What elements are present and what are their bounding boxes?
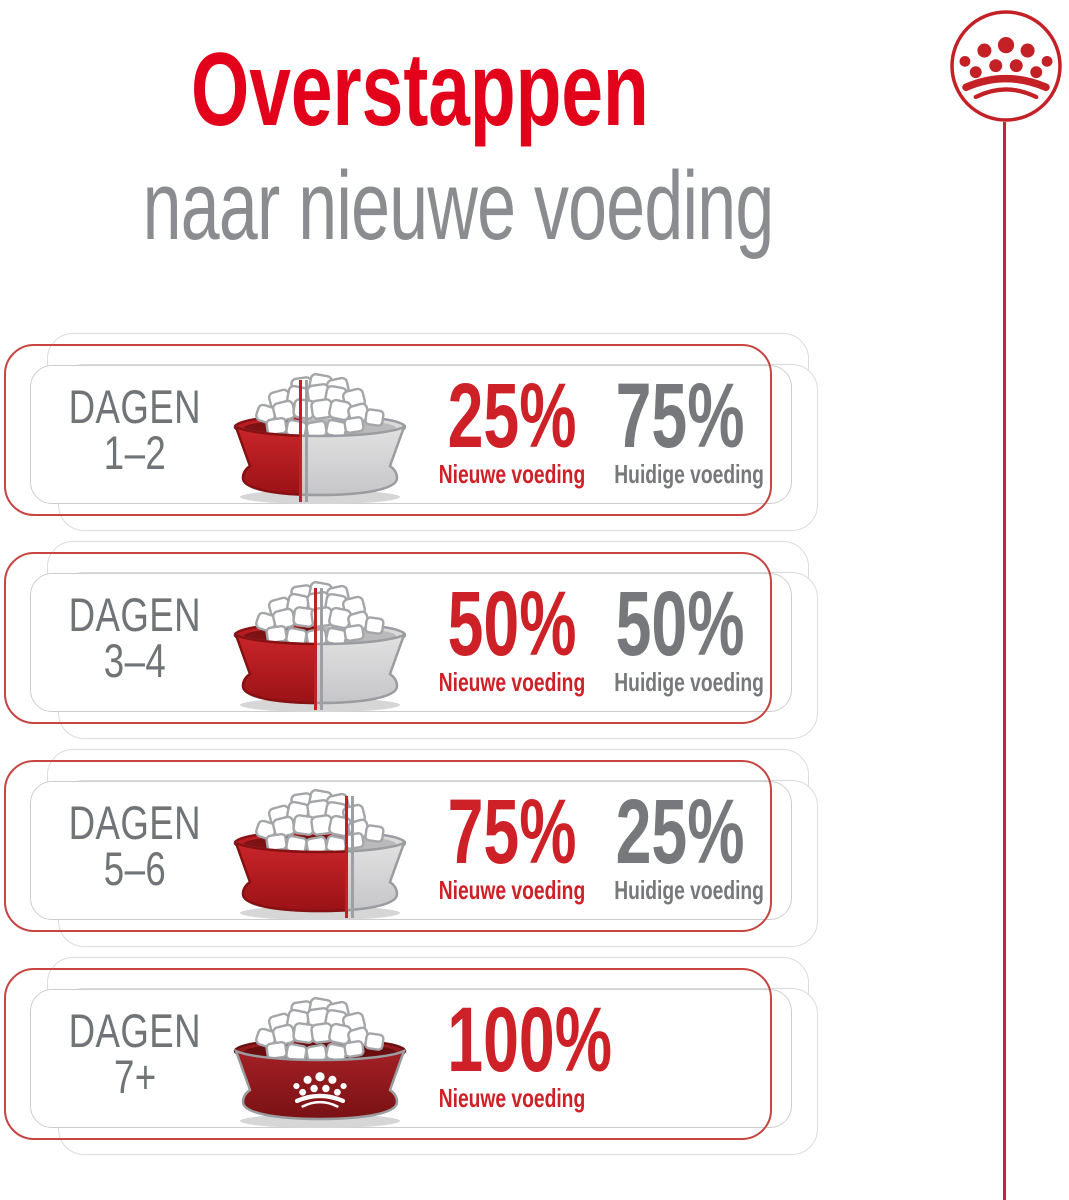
days-label: DAGEN 5–6 (45, 796, 225, 895)
new-food-stat: 75% Nieuwe voeding (412, 781, 612, 905)
current-pct-value: 50% (615, 573, 745, 675)
page-title-text: Overstappen (191, 32, 649, 148)
days-range: 3–4 (103, 634, 167, 687)
current-food-stat: 25% Huidige voeding (588, 781, 764, 905)
food-bowl-icon-full (233, 996, 407, 1128)
brand-vertical-line (1003, 122, 1006, 1200)
bowl-divider-gray (320, 588, 323, 710)
transition-row-days-1-2: DAGEN 1–2 25% Nieuwe voeding 75% Huidige… (0, 333, 1069, 556)
row-card (30, 573, 792, 712)
transition-row-days-7-plus: DAGEN 7+ 100% Nieuwe voeding (0, 957, 1069, 1180)
new-pct-value: 50% (447, 573, 577, 675)
page-subtitle-text: naar nieuwe voeding (142, 151, 775, 260)
new-pct-caption: Nieuwe voeding (438, 667, 586, 697)
logo-circle (950, 10, 1062, 122)
row-red-outline (4, 760, 772, 932)
row-red-outline (4, 344, 772, 516)
current-pct-caption: Huidige voeding (614, 667, 764, 697)
days-word: DAGEN (68, 796, 202, 849)
row-card (30, 989, 792, 1128)
new-pct-caption: Nieuwe voeding (438, 875, 586, 905)
new-pct-value: 75% (447, 781, 577, 883)
row-red-outline (4, 552, 772, 724)
page-subtitle: naar nieuwe voeding (20, 156, 820, 256)
days-label: DAGEN 1–2 (45, 380, 225, 479)
new-pct-caption: Nieuwe voeding (438, 459, 586, 489)
new-pct-caption: Nieuwe voeding (438, 1083, 586, 1113)
current-pct-caption: Huidige voeding (614, 459, 764, 489)
row-card (30, 365, 792, 504)
new-food-stat: 100% Nieuwe voeding (412, 989, 613, 1113)
days-range: 7+ (113, 1050, 157, 1103)
crown-icon (960, 37, 1053, 97)
current-pct-value: 25% (615, 781, 745, 883)
row-card (30, 781, 792, 920)
bowl-divider-gray (351, 796, 354, 918)
food-bowl-icon (233, 372, 407, 504)
days-range: 5–6 (103, 842, 167, 895)
new-food-stat: 25% Nieuwe voeding (412, 365, 612, 489)
new-food-stat: 50% Nieuwe voeding (412, 573, 612, 697)
current-pct-caption: Huidige voeding (614, 875, 764, 905)
days-word: DAGEN (68, 588, 202, 641)
bowl-divider-red (314, 588, 317, 710)
bowl-divider-gray (305, 380, 308, 502)
new-pct-value: 100% (447, 989, 613, 1091)
row-red-outline (4, 968, 772, 1140)
bowl-divider-red (345, 796, 348, 918)
current-food-stat: 75% Huidige voeding (588, 365, 764, 489)
page-title: Overstappen (20, 38, 820, 142)
days-range: 1–2 (103, 426, 167, 479)
food-bowl-icon (233, 788, 407, 920)
current-food-stat: 50% Huidige voeding (588, 573, 764, 697)
current-pct-value: 75% (615, 365, 745, 467)
days-word: DAGEN (68, 1004, 202, 1057)
new-pct-value: 25% (447, 365, 577, 467)
bowl-divider-red (299, 380, 302, 502)
days-word: DAGEN (68, 380, 202, 433)
days-label: DAGEN 3–4 (45, 588, 225, 687)
brand-logo (950, 10, 1062, 122)
days-label: DAGEN 7+ (45, 1004, 225, 1103)
transition-row-days-3-4: DAGEN 3–4 50% Nieuwe voeding 50% Huidige… (0, 541, 1069, 764)
transition-row-days-5-6: DAGEN 5–6 75% Nieuwe voeding 25% Huidige… (0, 749, 1069, 972)
